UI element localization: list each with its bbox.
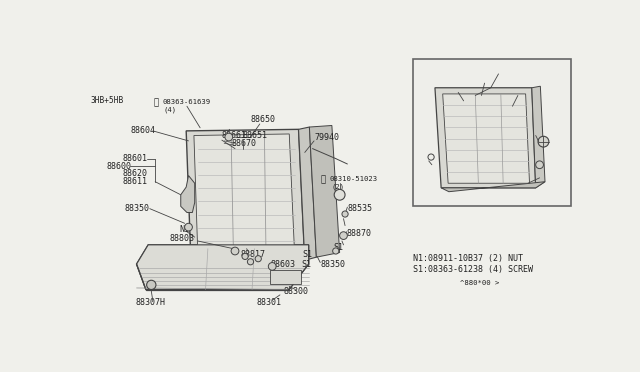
Text: 88661: 88661 [222, 131, 247, 140]
Text: S1:08363-61238 (4) SCREW: S1:08363-61238 (4) SCREW [413, 265, 533, 274]
Circle shape [255, 256, 261, 262]
Text: 88611: 88611 [123, 177, 148, 186]
Text: 88600: 88600 [106, 162, 131, 171]
Polygon shape [441, 182, 545, 192]
Text: ^880*00 >: ^880*00 > [460, 280, 499, 286]
Text: N1: N1 [179, 225, 189, 234]
Text: 88604: 88604 [131, 126, 156, 135]
Circle shape [342, 211, 348, 217]
Polygon shape [443, 94, 529, 183]
Text: 88817: 88817 [241, 250, 266, 259]
Text: 88803: 88803 [169, 234, 194, 243]
Text: 88670: 88670 [231, 139, 256, 148]
Circle shape [340, 232, 348, 240]
Circle shape [242, 253, 248, 260]
Text: 88620: 88620 [123, 170, 148, 179]
Text: S1: S1 [301, 260, 311, 269]
Text: (2): (2) [331, 183, 344, 190]
Text: Ⓢ: Ⓢ [154, 98, 159, 107]
Text: 88320: 88320 [278, 273, 303, 282]
Polygon shape [136, 245, 308, 289]
Text: 88350: 88350 [124, 204, 149, 213]
Text: 08310-51023: 08310-51023 [330, 176, 378, 182]
Text: 3HB>DX: 3HB>DX [417, 63, 445, 72]
Polygon shape [136, 245, 308, 289]
Circle shape [184, 223, 193, 231]
Polygon shape [435, 88, 536, 188]
Circle shape [248, 259, 253, 265]
Text: 88611: 88611 [444, 83, 469, 92]
Circle shape [231, 247, 239, 255]
Text: 88601: 88601 [513, 86, 538, 95]
Circle shape [334, 189, 345, 200]
Polygon shape [532, 86, 545, 188]
Text: 88307H: 88307H [136, 298, 166, 307]
Circle shape [268, 263, 276, 270]
Text: S1: S1 [533, 125, 543, 134]
Text: S1: S1 [303, 250, 312, 259]
Polygon shape [194, 134, 294, 256]
Text: 88603: 88603 [271, 260, 296, 269]
Text: 88606E: 88606E [520, 182, 550, 191]
Text: 88651: 88651 [243, 131, 268, 140]
Polygon shape [180, 176, 195, 212]
Circle shape [225, 133, 233, 141]
Circle shape [147, 280, 156, 289]
Text: S1: S1 [333, 243, 344, 251]
Circle shape [333, 248, 339, 254]
Polygon shape [186, 129, 305, 260]
Polygon shape [309, 125, 340, 257]
Text: 88300: 88300 [283, 286, 308, 295]
Bar [413, 58, 571, 206]
Text: 88535: 88535 [348, 204, 372, 213]
Text: 88600: 88600 [491, 65, 516, 74]
Text: N1:08911-10B37 (2) NUT: N1:08911-10B37 (2) NUT [413, 254, 524, 263]
Text: 88350: 88350 [320, 260, 345, 269]
Circle shape [538, 136, 549, 147]
Text: 79940: 79940 [314, 132, 339, 141]
Text: 88301: 88301 [257, 298, 282, 307]
Text: 88650: 88650 [250, 115, 275, 124]
Circle shape [536, 161, 543, 169]
Text: (4): (4) [164, 106, 177, 113]
Text: 88620: 88620 [477, 74, 502, 83]
Text: 88601: 88601 [123, 154, 148, 163]
Text: 3HB+5HB: 3HB+5HB [91, 96, 124, 105]
Text: Ⓢ: Ⓢ [320, 175, 326, 184]
Text: 08363-61639: 08363-61639 [162, 99, 211, 105]
Bar [270, 270, 301, 284]
Polygon shape [298, 127, 316, 260]
Text: 88870: 88870 [347, 229, 372, 238]
